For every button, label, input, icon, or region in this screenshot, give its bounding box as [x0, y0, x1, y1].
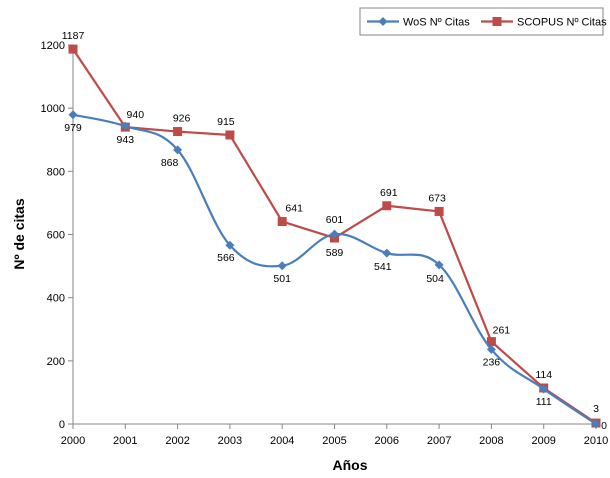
data-point-wos [434, 260, 444, 270]
series-line-wos [72, 113, 597, 425]
data-label-scopus: 940 [127, 109, 145, 121]
data-label-wos: 236 [483, 356, 501, 368]
data-point-wos [173, 145, 183, 155]
data-label-scopus: 926 [173, 113, 191, 125]
data-label-wos: 0 [601, 420, 607, 432]
plot-area: 0 200 400 600 800 1000 1200 2000 2001 2002 2003 200… [41, 30, 609, 447]
data-point-scopus [434, 206, 444, 216]
legend-label-scopus: SCOPUS Nº Citas [517, 17, 607, 29]
data-label-scopus: 1187 [62, 30, 85, 42]
data-label-wos: 601 [326, 214, 344, 226]
y-tick-label: 800 [47, 166, 65, 178]
data-label-scopus: 114 [535, 369, 552, 381]
data-label-wos: 504 [426, 273, 444, 285]
data-label-wos: 541 [374, 261, 392, 273]
x-tick-label: 2010 [584, 435, 608, 447]
x-tick-label: 2006 [375, 435, 399, 447]
data-point-wos [68, 110, 78, 120]
y-tick-label: 400 [47, 293, 65, 305]
data-label-scopus: 261 [493, 325, 511, 337]
x-tick-label: 2001 [113, 435, 137, 447]
data-label-scopus: 691 [380, 187, 398, 199]
legend-label-wos: WoS Nº Citas [403, 17, 470, 29]
data-label-wos: 943 [117, 134, 135, 146]
legend-marker-scopus [492, 17, 502, 26]
data-point-wos [120, 121, 130, 131]
data-point-scopus [382, 201, 392, 211]
data-label-wos: 979 [64, 122, 82, 134]
y-axis-title: Nº de citas [11, 198, 27, 269]
data-point-wos [277, 261, 287, 271]
y-tick-label: 1000 [41, 103, 65, 115]
data-point-scopus [68, 44, 78, 54]
data-point-scopus [486, 337, 496, 347]
x-tick-label: 2000 [61, 435, 85, 447]
data-point-scopus [225, 130, 235, 140]
legend-marker-wos [378, 17, 388, 26]
data-label-wos: 111 [536, 396, 552, 408]
data-label-scopus: 673 [428, 192, 446, 204]
data-label-scopus: 641 [285, 203, 303, 215]
data-point-wos [382, 248, 392, 258]
data-label-wos: 566 [217, 252, 235, 264]
x-tick-label: 2005 [322, 435, 346, 447]
data-point-wos [539, 384, 549, 394]
y-tick-label: 600 [47, 230, 65, 242]
x-axis-title: Años [333, 457, 368, 473]
data-point-wos [225, 240, 235, 250]
data-label-scopus: 589 [326, 247, 344, 259]
data-point-wos [486, 344, 496, 354]
y-tick-label: 1200 [41, 40, 65, 52]
data-point-wos [591, 419, 601, 429]
x-tick-label: 2009 [531, 435, 555, 447]
y-tick-label: 200 [47, 356, 65, 368]
data-point-wos [330, 229, 339, 239]
data-label-scopus: 915 [217, 116, 235, 128]
y-tick-label: 0 [59, 419, 65, 431]
x-tick-label: 2002 [165, 435, 189, 447]
legend: WoS Nº Citas SCOPUS Nº Citas [359, 7, 607, 36]
data-point-scopus [277, 217, 287, 227]
x-tick-label: 2008 [479, 435, 503, 447]
x-tick-label: 2003 [218, 435, 242, 447]
x-tick-label: 2007 [427, 435, 451, 447]
data-point-scopus [173, 127, 183, 137]
data-label-scopus: 3 [593, 403, 599, 415]
x-tick-label: 2004 [270, 435, 294, 447]
data-label-wos: 501 [273, 273, 291, 285]
data-label-wos: 868 [161, 157, 179, 169]
